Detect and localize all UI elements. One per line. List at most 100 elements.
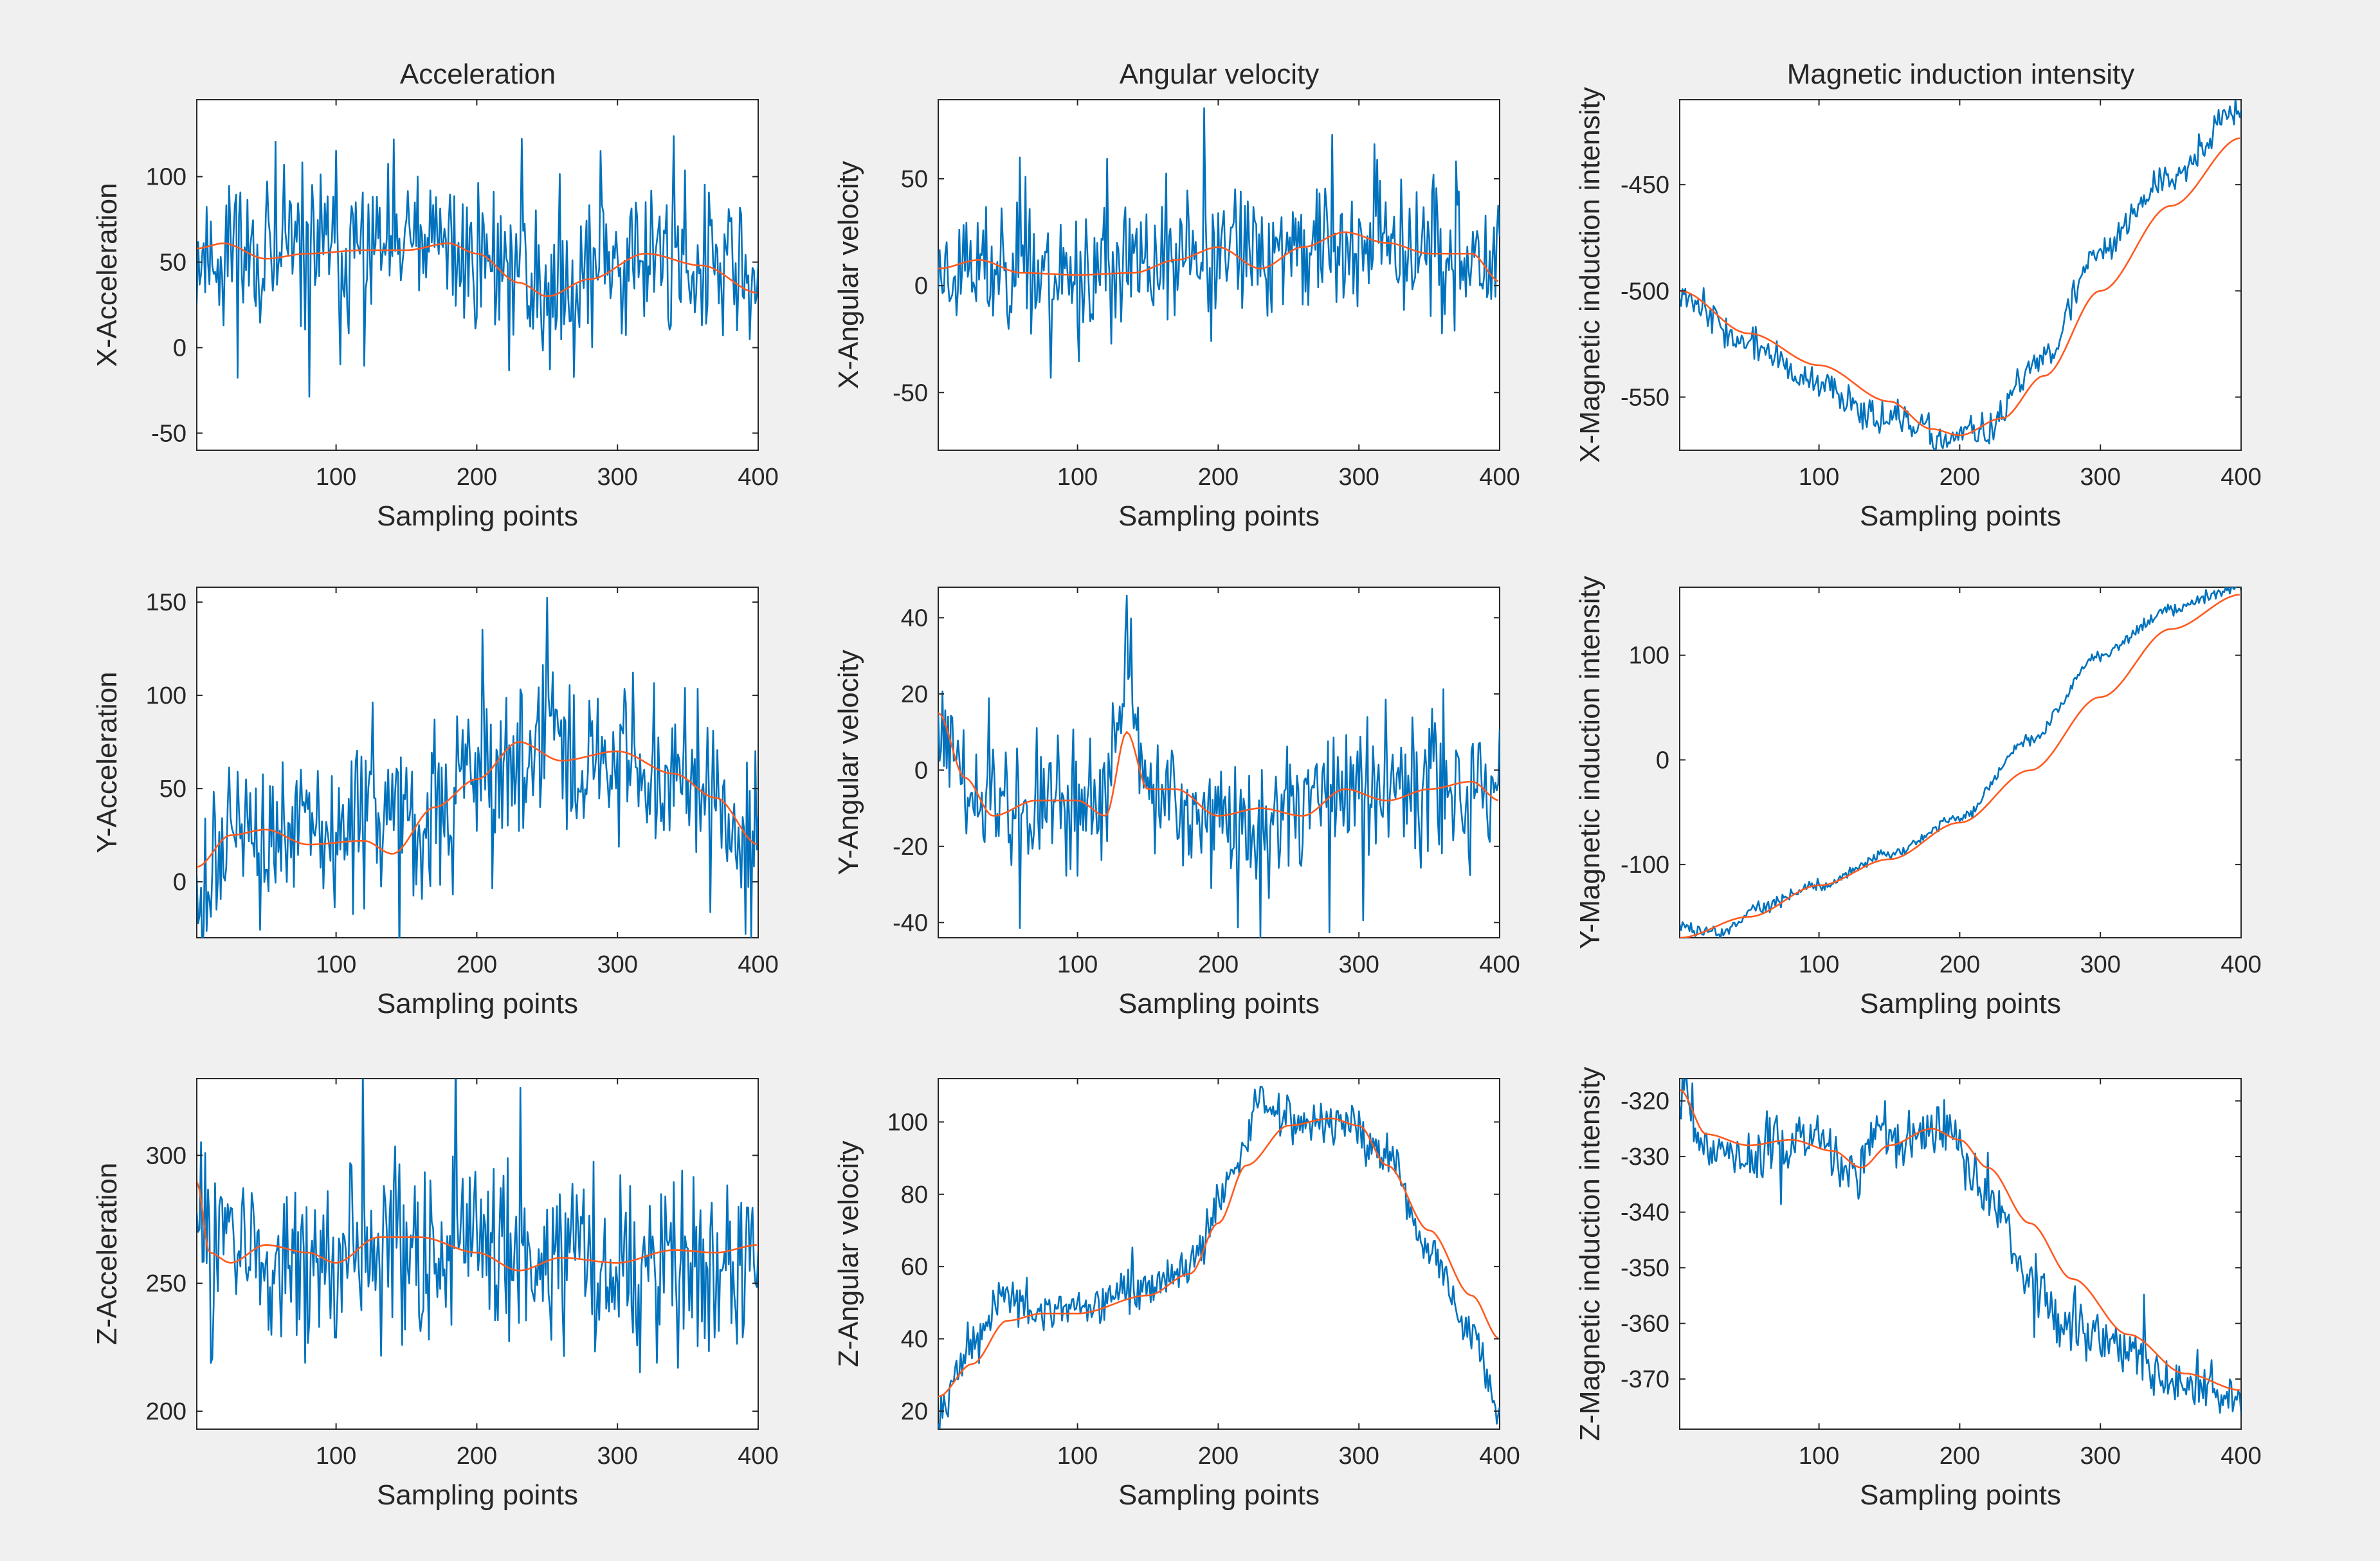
y-tick-label: -370 [1621,1366,1669,1393]
series-line-raw [938,594,1500,938]
panel-z-mag: 100 200 300 400 -370 -360 -350 -340 -330 -320 Samp… [1574,1066,2262,1511]
y-tick-label: 150 [146,589,186,616]
y-tick-label: 100 [146,682,186,709]
y-tick-label: 50 [159,250,186,277]
x-tick-label: 100 [316,951,356,978]
x-tick-label: 200 [1939,951,1980,978]
x-tick-label: 300 [597,951,637,978]
series-line-raw [938,107,1500,379]
y-tick-label: -550 [1621,384,1669,411]
x-tick-label: 300 [1339,464,1379,491]
series-line-smooth [197,741,758,868]
y-tick-label: 40 [901,605,928,632]
x-tick-label: 300 [1339,1443,1379,1470]
panel-x-acc: 100 200 300 400 -50 0 50 100 Sampling points X-Ac… [91,99,779,532]
x-tick-label: 100 [1799,951,1839,978]
x-tick-label: 100 [1799,1443,1839,1470]
y-tick-label: -500 [1621,278,1669,305]
plot-area [938,1078,1500,1430]
y-tick-label: 300 [146,1142,186,1169]
y-tick-label: 250 [146,1270,186,1297]
series-group [197,135,758,398]
y-tick-label: -40 [893,909,928,936]
y-tick-label: -320 [1621,1088,1669,1115]
y-tick-label: -100 [1621,852,1669,879]
x-tick-label: 200 [457,1443,497,1470]
series-line-smooth [938,1117,1499,1398]
x-axis-label: Sampling points [377,500,578,532]
x-tick-label: 100 [1799,464,1839,491]
y-tick-label: 40 [901,1326,928,1353]
series-line-raw [1680,587,2241,938]
x-tick-label: 400 [738,1443,778,1470]
column-title-magnetic-induction: Magnetic induction intensity [1787,59,2135,90]
plot-area [938,587,1500,938]
series-group [938,594,1500,938]
column-title-acceleration: Acceleration [400,59,556,90]
x-tick-label: 400 [2221,1443,2261,1470]
y-tick-label: -50 [893,379,928,406]
x-tick-label: 400 [2221,464,2261,491]
series-group [197,1079,758,1374]
x-tick-label: 400 [2221,951,2261,978]
y-tick-label: 80 [901,1182,928,1209]
x-tick-label: 200 [1198,464,1239,491]
y-tick-label: 0 [173,334,186,361]
y-tick-label: 0 [1656,747,1669,774]
x-tick-label: 400 [738,464,778,491]
x-tick-label: 400 [1479,464,1520,491]
x-tick-label: 100 [1057,1443,1098,1470]
series-line-smooth [197,242,757,297]
series-group [197,596,758,938]
x-tick-label: 200 [1939,1443,1980,1470]
y-axis-label: Y-Magnetic induction intensity [1574,576,1606,949]
y-tick-label: -350 [1621,1255,1669,1282]
x-tick-label: 300 [2080,1443,2121,1470]
plot-area [1679,99,2242,451]
series-group [938,1086,1500,1429]
y-tick-label: -450 [1621,172,1669,199]
series-line-smooth [938,712,1499,817]
y-tick-label: 0 [914,273,928,300]
x-tick-label: 100 [316,464,356,491]
x-tick-label: 100 [1057,951,1098,978]
series-group [938,107,1500,379]
x-axis-label: Sampling points [377,1479,578,1511]
x-tick-label: 200 [1198,1443,1239,1470]
series-line-raw [197,135,758,398]
x-tick-label: 100 [316,1443,356,1470]
y-axis-label: X-Magnetic induction intensity [1574,87,1606,463]
y-axis-label: X-Angular velocity [833,161,864,389]
x-axis-label: Sampling points [1860,988,2061,1019]
x-tick-label: 300 [597,1443,637,1470]
x-tick-label: 200 [457,951,497,978]
panel-y-ang: 100 200 300 400 -40 -20 0 20 40 Sampling points Y-… [833,587,1520,1019]
x-tick-label: 300 [2080,951,2121,978]
x-axis-label: Sampling points [1860,1479,2061,1511]
y-tick-label: -50 [151,420,186,447]
panel-z-acc: 100 200 300 400 200 250 300 Sampling points Z-Ac… [91,1078,779,1511]
series-line-smooth [1680,1089,2240,1391]
y-tick-label: 0 [914,757,928,784]
panel-x-mag: 100 200 300 400 -550 -500 -450 Sampling points X… [1574,87,2262,532]
x-tick-label: 300 [2080,464,2121,491]
x-axis-label: Sampling points [1118,1479,1320,1511]
y-axis-label: Z-Acceleration [91,1163,123,1346]
panel-z-ang: 100 200 300 400 20 40 60 80 100 Sampling points Z-… [833,1078,1520,1511]
x-tick-label: 300 [1339,951,1379,978]
y-tick-label: 100 [1629,643,1669,670]
panel-y-mag: 100 200 300 400 -100 0 100 Sampling points Y-Mag… [1574,576,2262,1019]
y-tick-label: 100 [146,164,186,191]
y-tick-label: -20 [893,834,928,861]
series-line-smooth [1680,137,2240,437]
panel-x-ang: 100 200 300 400 -50 0 50 Sampling points X-Angul… [833,99,1520,532]
series-line-raw [197,1079,758,1374]
series-group [1680,1079,2241,1414]
panel-y-acc: 100 200 300 400 0 50 100 150 Sampling points Y-Ac… [91,587,779,1019]
x-tick-label: 100 [1057,464,1098,491]
series-line-smooth [197,1180,757,1272]
y-tick-label: 100 [887,1109,928,1136]
y-axis-label: Y-Acceleration [91,671,123,853]
x-tick-label: 400 [1479,951,1520,978]
